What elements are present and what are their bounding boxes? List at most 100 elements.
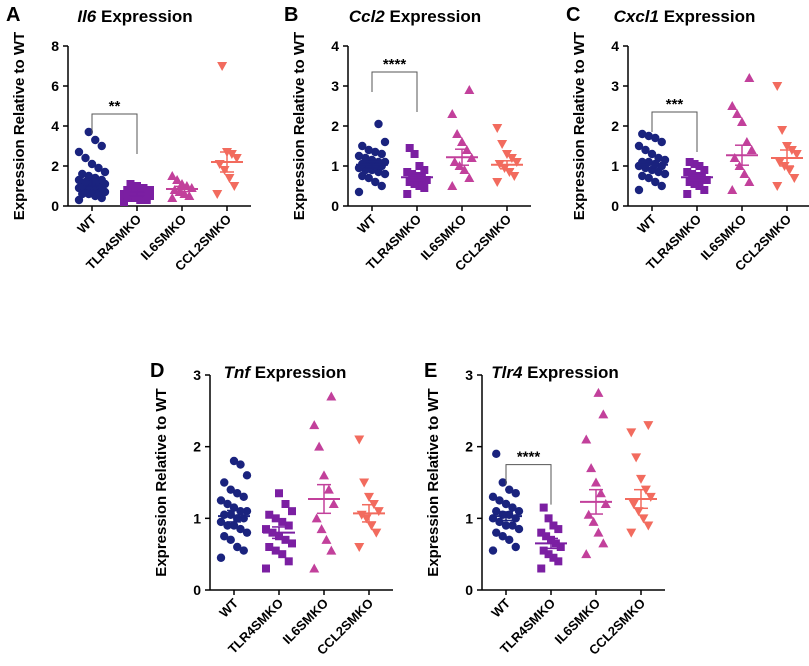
y-tick-label: 3 [331,78,339,94]
data-point [420,184,429,192]
data-point [415,162,424,170]
data-point [172,175,183,184]
y-tick-label: 0 [51,198,59,214]
gene-name: Tlr4 [491,363,523,382]
y-tick-label: 8 [51,38,59,54]
data-point [651,133,660,143]
data-point [281,500,290,508]
panel-title: Il6 Expression [0,7,270,27]
data-point [549,553,558,562]
data-point [371,528,382,538]
data-point [556,543,565,551]
data-point [685,178,694,186]
data-point [87,159,97,169]
data-point [586,463,597,473]
data-point [216,517,226,527]
data-point [647,149,657,159]
data-point [236,460,245,469]
data-point [123,186,132,194]
y-tick-label: 4 [51,118,59,134]
data-point [702,176,711,184]
data-point [309,420,320,430]
data-point [224,174,235,183]
data-point [405,178,414,186]
data-point [464,173,475,182]
gene-name: Tnf [223,363,251,382]
panel-e: E Tlr4 Expression 0 1 2 3 Expression Relativ… [410,340,680,666]
y-tick-label: 2 [611,118,619,134]
data-point [281,535,290,544]
data-point [549,521,558,530]
data-point [265,510,274,519]
x-tick-label: WT [74,211,99,236]
data-point [741,137,752,146]
data-point [321,534,332,544]
data-point [146,186,154,194]
panel-title: Ccl2 Expression [280,7,550,27]
data-point [683,190,692,198]
data-point [542,532,551,541]
data-point [690,180,699,188]
panel-c: C Cxcl1 Expression 0 1 2 3 4 Expression Relat… [540,0,809,330]
data-point [410,150,419,158]
x-tick-label: WT [354,211,379,236]
data-point [643,521,654,531]
data-point [791,150,802,159]
data-point [223,499,232,509]
data-point [262,525,270,534]
data-point [216,496,226,505]
gene-name: Ccl2 [348,7,385,26]
data-point [492,528,501,537]
data-point [492,449,501,459]
significance-label: *** [666,96,684,113]
data-point [380,137,390,147]
data-point [598,538,609,548]
data-point [588,516,599,526]
data-point [492,124,503,133]
data-point [598,409,609,419]
data-point [284,557,293,566]
data-point [78,169,87,179]
data-point [772,182,783,191]
data-point [498,532,507,541]
data-point [271,546,280,555]
data-point [554,557,563,566]
data-point [364,145,373,155]
y-tick-label: 0 [331,198,339,214]
data-point [511,158,522,167]
gene-name: Il6 [77,7,97,26]
data-point [410,180,419,188]
data-point [651,177,660,187]
data-point [233,542,242,552]
data-point [449,157,460,166]
data-point [638,171,647,181]
data-point [644,131,653,141]
data-point [514,524,524,534]
data-point [737,117,747,126]
data-point [74,147,84,157]
y-tick-label: 1 [465,510,473,526]
data-point [505,485,514,494]
data-point [217,62,228,71]
data-point [501,521,511,530]
data-point [212,190,223,199]
data-point [311,513,322,523]
y-axis-label: Expression Relative to WT [153,388,170,576]
data-point [595,488,606,498]
data-point [727,101,738,110]
data-point [316,524,327,534]
x-tick-label: WT [488,595,513,620]
panel-a: A Il6 Expression 0 2 4 6 8 Expression Relativ… [0,0,270,330]
y-tick-label: 2 [331,118,339,134]
data-point [447,109,458,118]
data-point [626,528,637,538]
y-tick-label: 4 [331,38,339,54]
data-point [81,153,90,163]
data-point [447,181,458,190]
data-point [544,514,553,523]
data-point [139,184,148,192]
data-point [644,173,653,183]
data-point [464,85,475,94]
